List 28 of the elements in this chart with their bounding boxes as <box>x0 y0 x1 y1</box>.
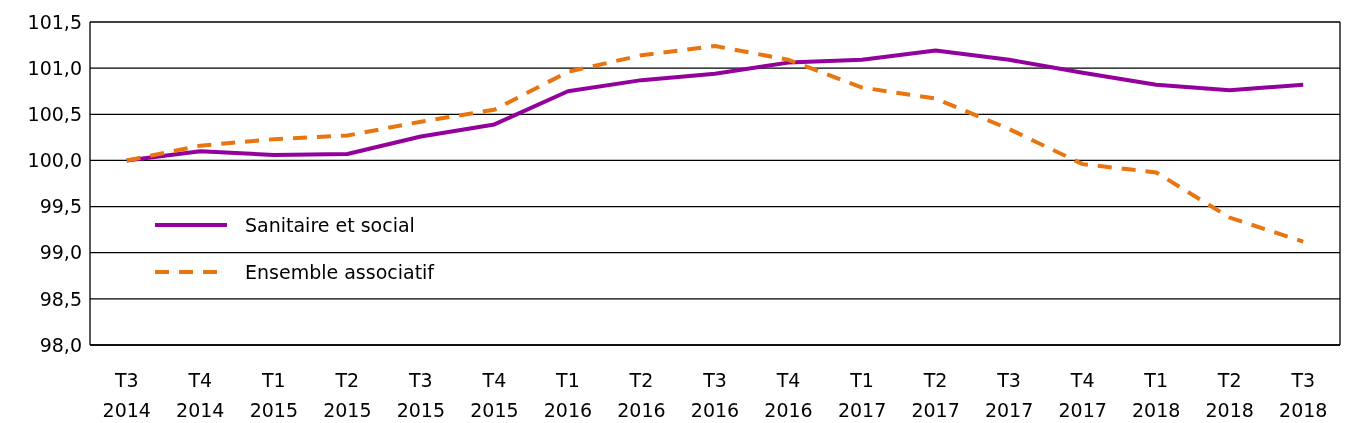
x-tick-label: T3 2015 <box>396 369 446 421</box>
x-tick-label: T3 2016 <box>690 369 740 421</box>
y-tick-label: 98,0 <box>39 333 82 356</box>
x-tick-label: T4 2014 <box>176 369 225 421</box>
line-series <box>124 43 1306 244</box>
x-tick-label: T2 2015 <box>323 369 372 421</box>
x-tick-label: T2 2016 <box>617 369 666 421</box>
x-tick-label: T1 2016 <box>543 369 593 421</box>
x-tick-label: T4 2015 <box>470 369 519 421</box>
y-tick-label: 99,0 <box>39 241 82 264</box>
x-tick-label: T2 2017 <box>911 369 960 421</box>
y-tick-label: 99,5 <box>39 195 82 218</box>
x-tick-label: T4 2016 <box>764 369 813 421</box>
x-tick-label: T1 2015 <box>249 369 298 421</box>
y-tick-label: 98,5 <box>39 287 82 310</box>
x-tick-label: T3 2017 <box>984 369 1034 421</box>
x-tick-label: T1 2018 <box>1132 369 1181 421</box>
y-tick-label: 100,0 <box>27 149 82 172</box>
x-tick-label: T1 2017 <box>837 369 887 421</box>
y-tick-label: 100,5 <box>27 102 82 125</box>
y-tick-label: 101,5 <box>27 10 82 33</box>
legend-label: Sanitaire et social <box>245 213 415 236</box>
x-tick-label: T2 2018 <box>1205 369 1254 421</box>
x-tick-label: T3 2014 <box>102 369 151 421</box>
legend-label: Ensemble associatif <box>245 260 436 283</box>
x-tick-label: T3 2018 <box>1279 369 1328 421</box>
y-tick-label: 101,0 <box>27 56 82 79</box>
x-tick-label: T4 2017 <box>1058 369 1107 421</box>
